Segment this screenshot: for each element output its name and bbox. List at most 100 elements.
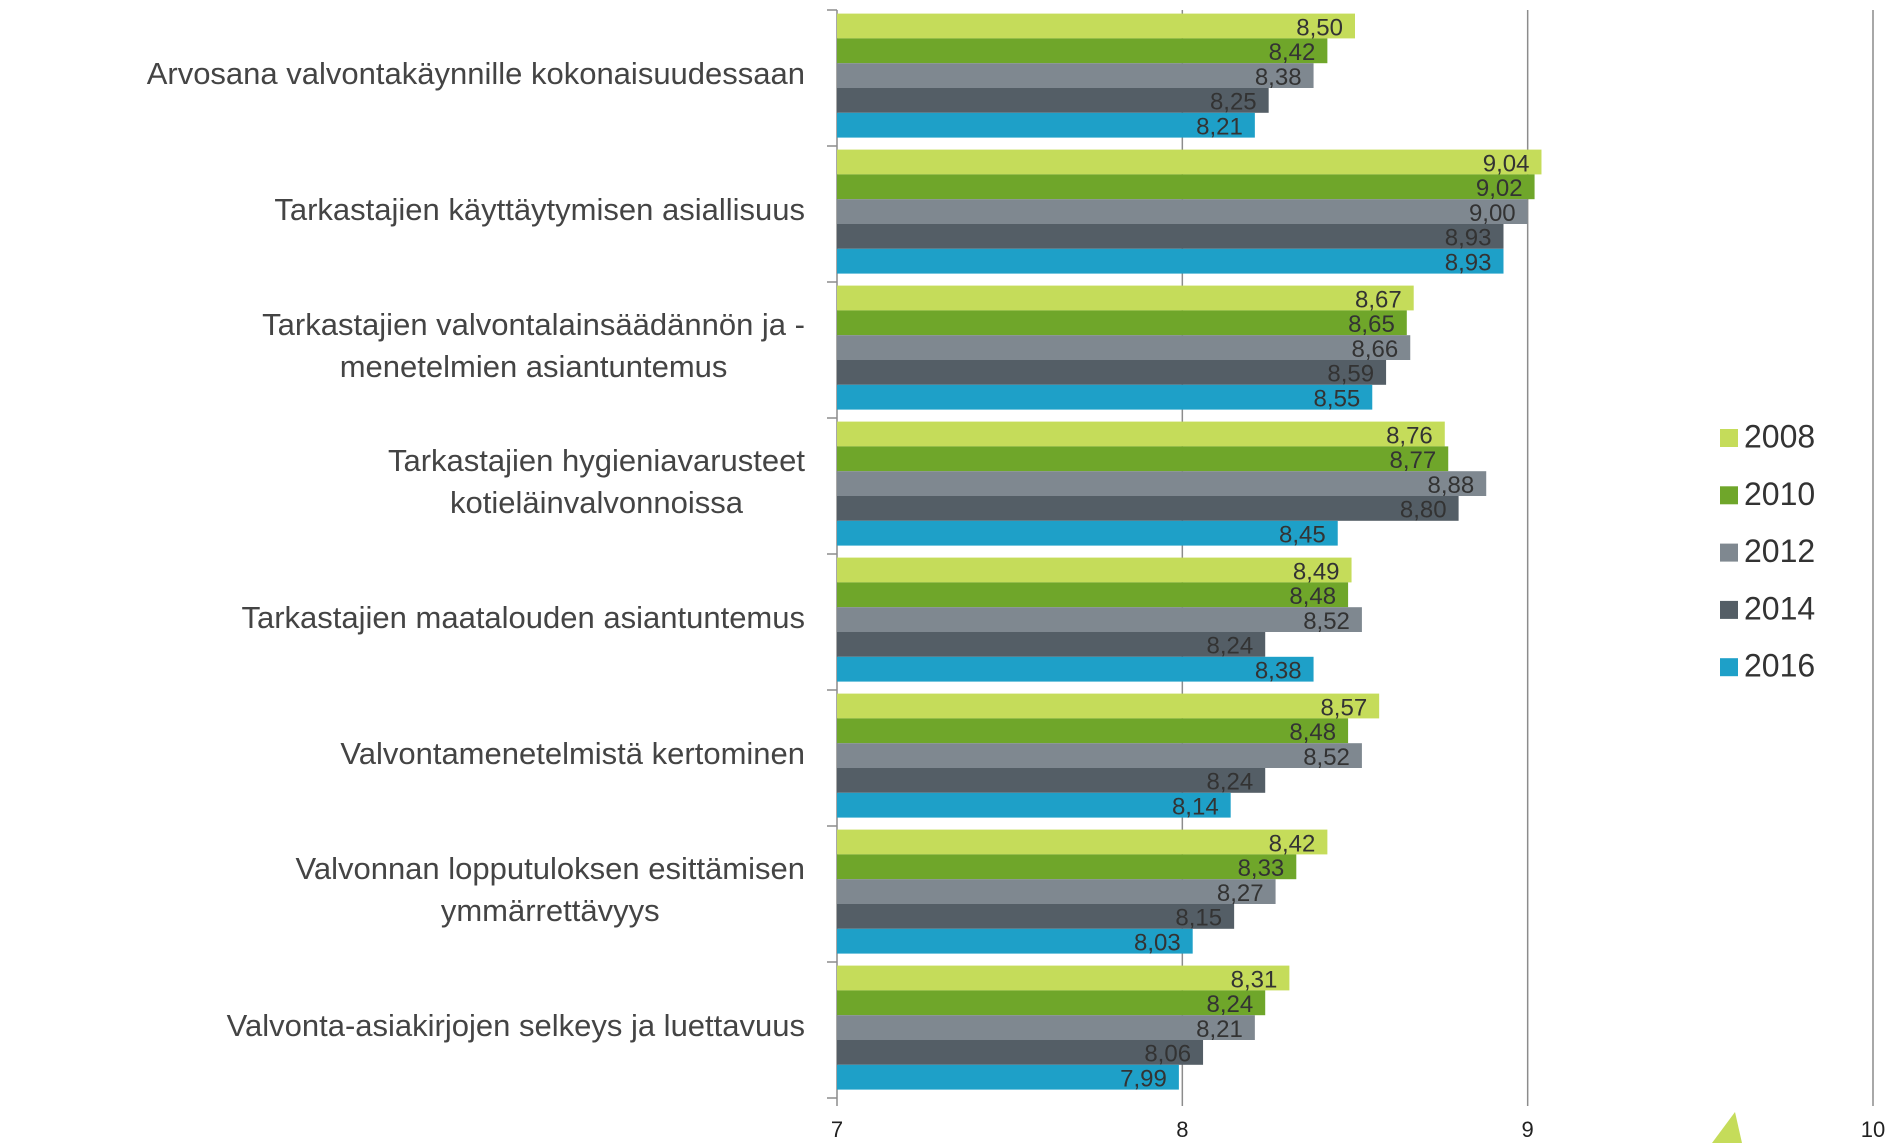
- data-label: 8,93: [1445, 250, 1492, 277]
- category-label-line: Valvonnan lopputuloksen esittämisen: [295, 851, 805, 886]
- data-label: 8,06: [1144, 1041, 1191, 1068]
- data-label: 9,00: [1469, 200, 1516, 227]
- category-label: Tarkastajien hygieniavarusteet kotieläinv…: [388, 443, 805, 520]
- bar: [837, 1015, 1255, 1040]
- data-label: 9,04: [1483, 150, 1530, 177]
- bar: [837, 149, 1542, 175]
- bar: [837, 13, 1355, 39]
- bar: [837, 446, 1449, 472]
- data-label: 8,38: [1255, 64, 1302, 91]
- data-label: 8,48: [1289, 583, 1336, 610]
- category-label: Tarkastajien valvontalainsäädännön ja - m…: [262, 307, 805, 384]
- bar: [837, 248, 1504, 274]
- data-label: 8,52: [1303, 744, 1350, 771]
- data-label: 8,24: [1206, 769, 1253, 796]
- bar: [837, 990, 1266, 1016]
- bar: [837, 1040, 1204, 1065]
- category-label-line: Tarkastajien valvontalainsäädännön ja -: [262, 307, 805, 342]
- data-label: 8,48: [1289, 719, 1336, 746]
- data-label: 8,59: [1327, 361, 1374, 388]
- logo: [1712, 1112, 1742, 1143]
- legend-swatch: [1720, 543, 1738, 562]
- category-label-line: ymmärrettävyys: [441, 893, 660, 928]
- data-label: 8,65: [1348, 311, 1395, 338]
- category-label: Valvonta-asiakirjojen selkeys ja luettav…: [227, 1008, 805, 1043]
- legend-label: 2008: [1744, 418, 1815, 454]
- data-label: 8,21: [1196, 1016, 1243, 1043]
- legend-swatch: [1720, 658, 1738, 677]
- bar: [837, 718, 1349, 744]
- bar: [837, 496, 1459, 521]
- data-label: 8,80: [1400, 497, 1447, 524]
- data-label: 8,45: [1279, 522, 1326, 549]
- data-label: 8,52: [1303, 608, 1350, 635]
- data-label: 8,03: [1134, 930, 1181, 957]
- bar: [837, 854, 1297, 880]
- data-label: 8,38: [1255, 658, 1302, 685]
- bar: [837, 693, 1380, 719]
- bar: [837, 768, 1266, 793]
- data-label: 8,50: [1296, 14, 1343, 41]
- bar: [837, 384, 1373, 410]
- bar: [837, 520, 1338, 546]
- bar: [837, 174, 1535, 200]
- legend-swatch: [1720, 600, 1738, 619]
- bar: [837, 557, 1352, 583]
- bar: [837, 743, 1362, 768]
- data-label: 8,93: [1445, 225, 1492, 252]
- legend-swatch: [1720, 429, 1738, 447]
- legend-label: 2010: [1744, 476, 1815, 512]
- bar: [837, 88, 1269, 113]
- bar: [837, 421, 1445, 447]
- data-label: 8,67: [1355, 286, 1402, 313]
- category-label: Valvontamenetelmistä kertominen: [340, 736, 805, 771]
- data-label: 8,55: [1314, 386, 1361, 413]
- legend-swatch: [1720, 486, 1738, 505]
- bar: [837, 582, 1349, 608]
- category-label-line: Tarkastajien hygieniavarusteet: [388, 443, 805, 478]
- data-label: 8,25: [1210, 89, 1257, 116]
- bar: [837, 285, 1414, 311]
- bar: [837, 199, 1528, 224]
- category-label: Tarkastajien käyttäytymisen asiallisuus: [274, 192, 805, 227]
- category-label-line: Tarkastajien käyttäytymisen asiallisuus: [274, 192, 805, 227]
- data-label: 8,42: [1269, 39, 1316, 66]
- data-label: 8,33: [1238, 855, 1285, 882]
- bar: [837, 1064, 1179, 1090]
- bar: [837, 904, 1235, 929]
- data-label: 8,88: [1428, 472, 1475, 499]
- data-label: 8,27: [1217, 880, 1264, 907]
- bar: [837, 112, 1255, 138]
- bar: [837, 471, 1487, 496]
- bar: [837, 38, 1328, 64]
- category-label: Arvosana valvontakäynnille kokonaisuudes…: [147, 56, 805, 91]
- category-label-line: Arvosana valvontakäynnille kokonaisuudes…: [147, 56, 805, 91]
- bar: [837, 224, 1504, 249]
- legend-label: 2012: [1744, 533, 1815, 569]
- data-label: 9,02: [1476, 175, 1523, 202]
- data-label: 8,31: [1231, 966, 1278, 993]
- category-label-line: menetelmien asiantuntemus: [340, 349, 728, 384]
- category-label-line: Valvontamenetelmistä kertominen: [340, 736, 805, 771]
- bar: [837, 879, 1276, 904]
- category-label: Valvonnan lopputuloksen esittämisen ymmär…: [295, 851, 805, 928]
- data-label: 8,24: [1206, 633, 1253, 660]
- data-label: 8,76: [1386, 422, 1433, 449]
- legend-label: 2014: [1744, 590, 1815, 626]
- category-label-line: kotieläinvalvonnoissa: [450, 485, 744, 520]
- data-label: 8,14: [1172, 794, 1219, 821]
- bar: [837, 792, 1231, 818]
- x-tick-label: 9: [1522, 1117, 1534, 1142]
- bar: [837, 335, 1411, 360]
- bar: [837, 63, 1314, 88]
- data-label: 8,42: [1269, 830, 1316, 857]
- bar: [837, 928, 1193, 954]
- category-label-line: Tarkastajien maatalouden asiantuntemus: [241, 600, 805, 635]
- bar: [837, 965, 1290, 991]
- category-label: Tarkastajien maatalouden asiantuntemus: [241, 600, 805, 635]
- data-label: 8,49: [1293, 558, 1340, 585]
- data-label: 8,15: [1175, 905, 1222, 932]
- bar: [837, 310, 1407, 336]
- category-label-line: Valvonta-asiakirjojen selkeys ja luettav…: [227, 1008, 805, 1043]
